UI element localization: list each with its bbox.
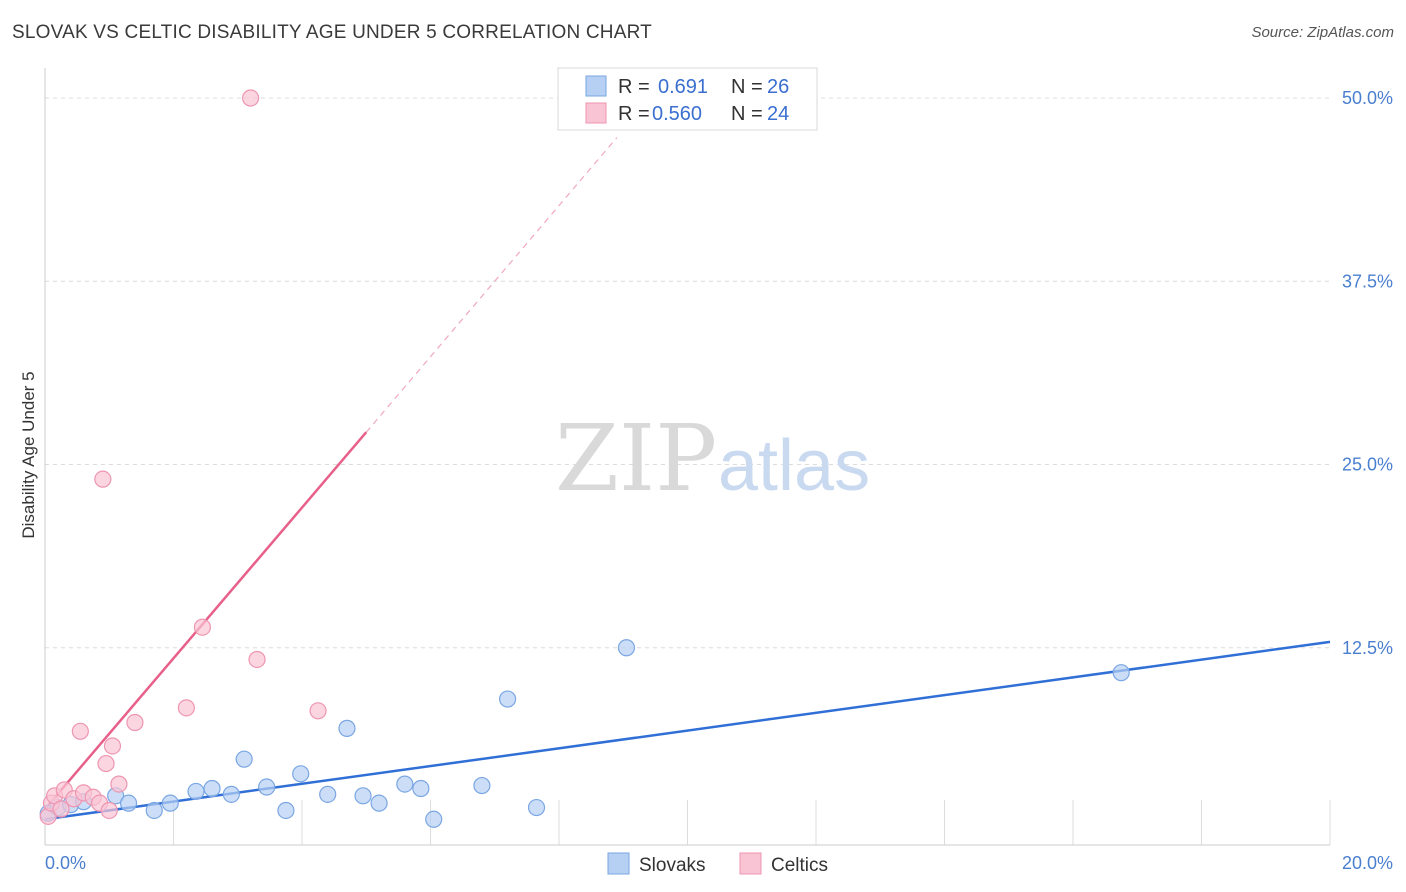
- y-tick-label-3: 50.0%: [1342, 88, 1393, 108]
- point-slovaks-17: [354, 787, 372, 805]
- point-celtics-20: [309, 702, 327, 720]
- legend-swatch-slovaks: [585, 75, 607, 97]
- point-celtics-3: [52, 800, 70, 818]
- legend-celtics-n-label: N =: [731, 103, 763, 125]
- y-tick-label-2: 37.5%: [1342, 271, 1393, 291]
- y-tick-labels: 12.5% 25.0% 37.5% 50.0%: [1342, 88, 1393, 658]
- point-celtics-13: [103, 737, 122, 755]
- point-slovaks-13: [277, 801, 295, 820]
- point-celtics-17: [193, 618, 212, 636]
- point-slovaks-9: [203, 779, 221, 798]
- point-slovaks-5: [119, 794, 138, 812]
- data-points: [39, 89, 1130, 828]
- legend-slovaks-n-value: 26: [767, 76, 789, 98]
- point-slovaks-7: [161, 794, 179, 812]
- point-slovaks-25: [617, 639, 636, 657]
- point-slovaks-14: [292, 765, 310, 783]
- point-slovaks-11: [235, 750, 253, 768]
- point-celtics-10: [94, 470, 112, 488]
- point-slovaks-24: [527, 798, 546, 817]
- x-tick-labels: 0.0% 20.0%: [45, 853, 1393, 873]
- point-slovaks-20: [412, 779, 430, 798]
- point-slovaks-26: [1112, 664, 1130, 682]
- point-slovaks-19: [396, 775, 414, 793]
- point-celtics-15: [126, 713, 144, 732]
- y-tick-label-0: 12.5%: [1342, 638, 1393, 658]
- point-slovaks-12: [258, 778, 276, 796]
- correlation-legend: R = 0.691 N = 26 R = 0.560 N = 24: [557, 67, 818, 131]
- legend-celtics-r-value: 0.560: [652, 103, 702, 125]
- chart-title: SLOVAK VS CELTIC DISABILITY AGE UNDER 5 …: [12, 22, 652, 43]
- point-slovaks-15: [319, 785, 337, 803]
- point-celtics-6: [71, 722, 89, 740]
- y-tick-label-1: 25.0%: [1342, 455, 1393, 475]
- legend-celtics-n-value: 24: [767, 103, 789, 125]
- legend-swatch-celtics: [585, 102, 607, 124]
- point-slovaks-23: [499, 690, 517, 708]
- watermark-zip: ZIP: [555, 405, 717, 512]
- point-celtics-11: [97, 754, 115, 773]
- point-celtics-19: [248, 650, 266, 669]
- series-legend: Slovaks Celtics: [607, 852, 828, 876]
- x-tick-label-1: 20.0%: [1342, 853, 1393, 873]
- x-tick-label-0: 0.0%: [45, 853, 86, 873]
- point-slovaks-16: [338, 719, 356, 737]
- point-celtics-18: [242, 89, 260, 107]
- y-axis-label: Disability Age Under 5: [19, 371, 38, 538]
- bottom-legend-celtics: Celtics: [771, 855, 828, 876]
- source-label: Source: ZipAtlas.com: [1251, 24, 1394, 41]
- legend-slovaks-r-label: R =: [618, 76, 650, 98]
- point-slovaks-18: [370, 794, 388, 812]
- point-celtics-12: [100, 801, 118, 820]
- point-slovaks-6: [145, 801, 163, 820]
- legend-celtics-r-label: R =: [618, 103, 650, 125]
- watermark-atlas: atlas: [718, 426, 870, 506]
- bottom-legend-swatch-celtics: [739, 852, 762, 875]
- bottom-legend-swatch-slovaks: [607, 852, 630, 875]
- point-slovaks-22: [473, 776, 491, 795]
- point-celtics-16: [177, 699, 195, 717]
- point-celtics-14: [110, 775, 128, 793]
- bottom-legend-slovaks: Slovaks: [639, 855, 706, 876]
- legend-slovaks-r-value: 0.691: [658, 76, 708, 98]
- point-slovaks-21: [425, 810, 443, 828]
- legend-slovaks-n-label: N =: [731, 76, 763, 98]
- trendline-celtics-extension: [365, 137, 618, 433]
- point-slovaks-8: [187, 782, 205, 801]
- point-slovaks-10: [222, 785, 240, 803]
